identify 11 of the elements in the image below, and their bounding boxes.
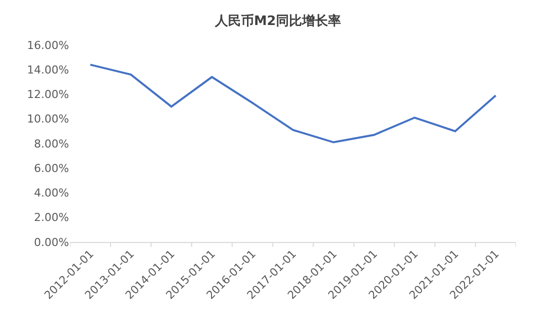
y-tick-label: 0.00% xyxy=(34,236,69,249)
y-tick-label: 16.00% xyxy=(27,38,69,52)
y-tick-label: 12.00% xyxy=(27,88,69,102)
y-tick-label: 14.00% xyxy=(27,63,69,76)
chart-title: 人民币M2同比增长率 xyxy=(214,13,341,30)
line-series xyxy=(89,64,497,144)
y-tick-label: 10.00% xyxy=(27,112,69,126)
y-tick-label: 4.00% xyxy=(34,186,69,200)
y-tick-label: 6.00% xyxy=(34,162,69,175)
y-tick-label: 2.00% xyxy=(34,211,69,224)
y-tick-label: 8.00% xyxy=(34,137,69,150)
